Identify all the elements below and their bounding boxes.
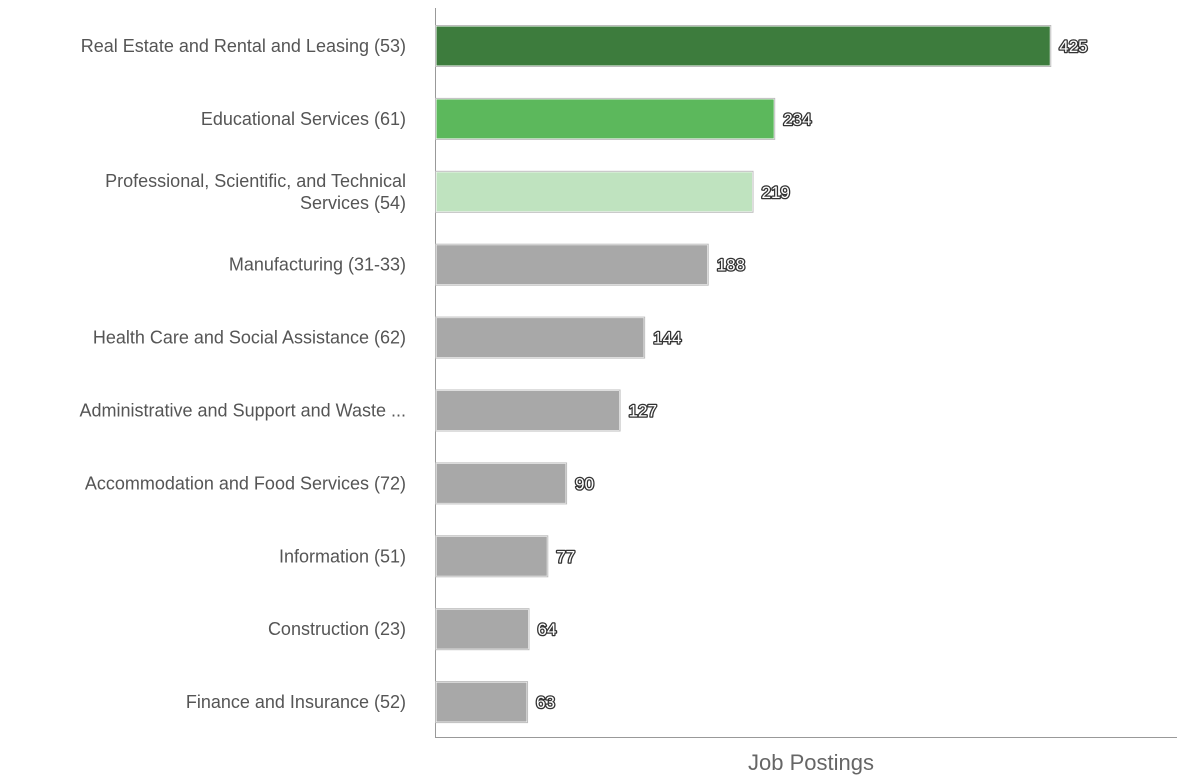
bar-2[interactable] xyxy=(435,171,754,213)
value-label-7: 77 xyxy=(556,547,575,566)
bar-4[interactable] xyxy=(435,317,645,359)
bar-9[interactable] xyxy=(435,681,528,723)
bar-outline-6 xyxy=(435,462,568,505)
bar-outline-1 xyxy=(435,97,776,140)
category-label-line: Finance and Insurance (52) xyxy=(186,692,406,712)
value-label-2: 219 xyxy=(762,183,790,202)
value-label-1: 234 xyxy=(783,110,811,129)
bar-1[interactable] xyxy=(435,98,775,140)
value-label-9: 63 xyxy=(536,693,555,712)
bar-0[interactable] xyxy=(435,25,1051,67)
category-labels: Real Estate and Rental and Leasing (53) E… xyxy=(80,36,407,712)
value-label-6: 90 xyxy=(575,474,594,493)
category-label-line: Educational Services (61) xyxy=(201,109,406,129)
bar-outline-8 xyxy=(435,608,530,651)
category-label-9: Finance and Insurance (52) xyxy=(186,692,406,712)
category-label-7: Information (51) xyxy=(279,546,406,566)
bar-8[interactable] xyxy=(435,608,530,650)
category-label-4: Health Care and Social Assistance (62) xyxy=(93,328,406,348)
value-labels: 425 234 219 188 144 127 90 77 64 63 xyxy=(535,36,1089,714)
category-label-line: Manufacturing (31-33) xyxy=(229,255,406,275)
category-label-3: Manufacturing (31-33) xyxy=(229,255,406,275)
category-label-line: Health Care and Social Assistance (62) xyxy=(93,328,406,348)
category-label-line: Administrative and Support and Waste ... xyxy=(80,401,407,421)
value-label-8: 64 xyxy=(538,620,557,639)
category-label-8: Construction (23) xyxy=(268,619,406,639)
value-label-5: 127 xyxy=(629,402,657,421)
bar-outline-7 xyxy=(435,535,549,578)
category-label-line: Information (51) xyxy=(279,546,406,566)
category-label-2: Professional, Scientific, and Technical S… xyxy=(105,171,406,213)
category-label-line: Services (54) xyxy=(300,193,406,213)
value-label-3: 188 xyxy=(717,256,745,275)
bar-outline-0 xyxy=(435,25,1052,67)
bar-3[interactable] xyxy=(435,244,709,286)
value-label-0: 425 xyxy=(1059,37,1087,56)
x-axis-title: Job Postings xyxy=(748,750,874,775)
category-label-line: Real Estate and Rental and Leasing (53) xyxy=(81,36,406,56)
category-label-1: Educational Services (61) xyxy=(201,109,406,129)
bar-5[interactable] xyxy=(435,390,621,431)
category-label-line: Construction (23) xyxy=(268,619,406,639)
category-label-line: Professional, Scientific, and Technical xyxy=(105,171,406,191)
bar-7[interactable] xyxy=(435,535,548,577)
category-label-0: Real Estate and Rental and Leasing (53) xyxy=(81,36,406,56)
bar-outline-2 xyxy=(435,170,754,213)
bar-outline-3 xyxy=(435,243,709,286)
category-label-6: Accommodation and Food Services (72) xyxy=(85,473,406,493)
category-label-5: Administrative and Support and Waste ... xyxy=(80,401,407,421)
bar-outline-5 xyxy=(435,389,621,432)
bar-outline-9 xyxy=(435,681,529,724)
bars-layer xyxy=(435,25,1052,724)
category-label-line: Accommodation and Food Services (72) xyxy=(85,473,406,493)
value-label-4: 144 xyxy=(653,329,681,348)
bar-outline-4 xyxy=(435,316,646,359)
bar-6[interactable] xyxy=(435,462,567,504)
